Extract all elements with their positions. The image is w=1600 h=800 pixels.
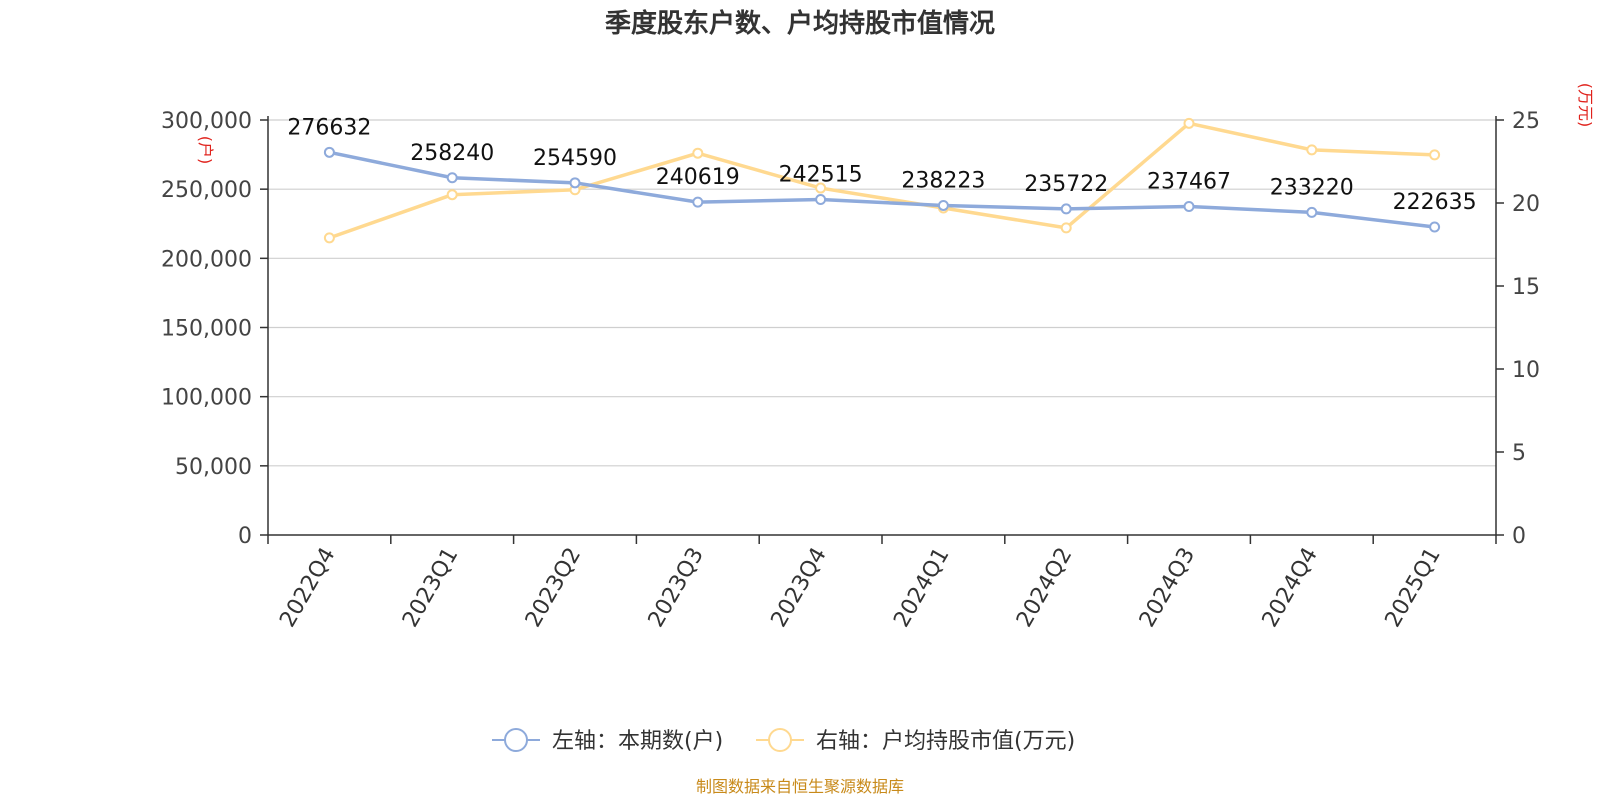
data-point-left bbox=[446, 172, 458, 184]
data-point-right bbox=[1060, 222, 1072, 234]
series-lines bbox=[327, 121, 1437, 240]
x-tick-label: 2023Q3 bbox=[644, 544, 709, 632]
legend-item-right[interactable]: 右轴：户均持股市值(万元) bbox=[756, 728, 1075, 754]
data-point-left bbox=[569, 177, 581, 189]
x-tick-label: 2025Q1 bbox=[1380, 544, 1445, 632]
data-label: 276632 bbox=[287, 115, 371, 140]
y-right-tick-label: 5 bbox=[1512, 441, 1526, 466]
x-axis-ticks: 2022Q4 2023Q1 2023Q2 2023Q3 2023Q4 2024Q1 2024… bbox=[267, 535, 1497, 632]
y-left-tick-label: 50,000 bbox=[175, 455, 252, 480]
data-point-right bbox=[1183, 117, 1195, 129]
data-labels: 276632 258240 254590 240619 242515 238223 2357… bbox=[287, 115, 1476, 215]
x-tick-label: 2022Q4 bbox=[275, 544, 340, 632]
y-axis-right-ticks: 0 5 10 15 20 25 bbox=[1496, 109, 1540, 549]
y-left-tick-label: 200,000 bbox=[161, 247, 252, 272]
data-point-left bbox=[1060, 203, 1072, 215]
data-label: 238223 bbox=[901, 168, 985, 193]
x-tick-label: 2024Q2 bbox=[1012, 544, 1077, 632]
y-right-tick-label: 25 bbox=[1512, 109, 1540, 134]
data-point-right bbox=[692, 147, 704, 159]
data-label: 258240 bbox=[410, 141, 494, 166]
y-axis-right-unit: (万元) bbox=[1576, 83, 1595, 128]
y-right-tick-label: 20 bbox=[1512, 192, 1540, 217]
data-label: 242515 bbox=[779, 163, 863, 188]
data-label: 240619 bbox=[656, 165, 740, 190]
legend-label-right: 右轴：户均持股市值(万元) bbox=[816, 729, 1075, 754]
data-point-left bbox=[1306, 206, 1318, 218]
legend: 左轴：本期数(户) 右轴：户均持股市值(万元) bbox=[492, 728, 1075, 754]
legend-label-left: 左轴：本期数(户) bbox=[552, 729, 723, 754]
y-left-tick-label: 300,000 bbox=[161, 109, 252, 134]
data-point-left bbox=[1183, 201, 1195, 213]
y-left-tick-label: 150,000 bbox=[161, 317, 252, 342]
data-point-left bbox=[323, 146, 335, 158]
x-tick-label: 2023Q4 bbox=[766, 544, 831, 632]
x-tick-label: 2024Q1 bbox=[889, 544, 954, 632]
data-point-right bbox=[1306, 144, 1318, 156]
y-right-tick-label: 10 bbox=[1512, 358, 1540, 383]
data-label: 254590 bbox=[533, 146, 617, 171]
data-point-left bbox=[815, 194, 827, 206]
y-left-tick-label: 100,000 bbox=[161, 386, 252, 411]
legend-marker-left bbox=[504, 728, 528, 752]
data-point-right bbox=[323, 232, 335, 244]
data-label: 222635 bbox=[1393, 190, 1477, 215]
data-point-left bbox=[1429, 221, 1441, 233]
y-right-tick-label: 0 bbox=[1512, 524, 1526, 549]
legend-marker-right bbox=[768, 728, 792, 752]
series-points bbox=[323, 117, 1441, 244]
x-tick-label: 2023Q2 bbox=[521, 544, 586, 632]
data-label: 237467 bbox=[1147, 170, 1231, 195]
x-tick-label: 2024Q4 bbox=[1258, 544, 1323, 632]
data-label: 233220 bbox=[1270, 175, 1354, 200]
data-point-right bbox=[815, 182, 827, 194]
y-axis-left-ticks: 0 50,000 100,000 150,000 200,000 250,000 300,0… bbox=[161, 109, 268, 549]
legend-item-left[interactable]: 左轴：本期数(户) bbox=[492, 728, 723, 754]
y-left-tick-label: 250,000 bbox=[161, 178, 252, 203]
chart-title: 季度股东户数、户均持股市值情况 bbox=[605, 8, 995, 39]
x-tick-label: 2024Q3 bbox=[1135, 544, 1200, 632]
source-note: 制图数据来自恒生聚源数据库 bbox=[696, 777, 904, 796]
grid bbox=[268, 119, 1496, 467]
y-axis-left-unit: (户) bbox=[196, 136, 215, 165]
y-left-tick-label: 0 bbox=[238, 524, 252, 549]
x-tick-label: 2023Q1 bbox=[398, 544, 463, 632]
data-point-left bbox=[692, 196, 704, 208]
series-line-left bbox=[327, 150, 1437, 229]
data-point-left bbox=[937, 199, 949, 211]
data-label: 235722 bbox=[1024, 172, 1108, 197]
data-point-right bbox=[446, 189, 458, 201]
y-right-tick-label: 15 bbox=[1512, 275, 1540, 300]
series-line-right bbox=[327, 121, 1437, 240]
data-point-right bbox=[1429, 149, 1441, 161]
